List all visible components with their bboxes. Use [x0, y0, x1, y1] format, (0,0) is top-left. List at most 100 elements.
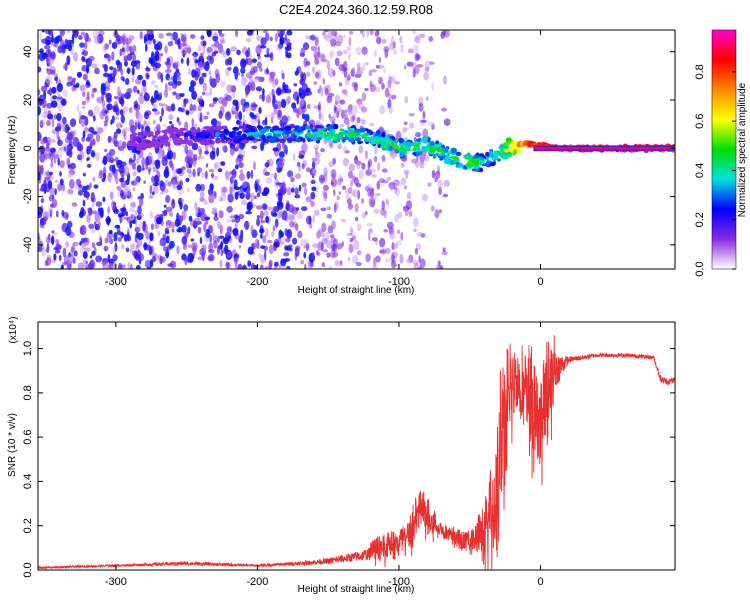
noise-cell	[392, 41, 396, 49]
noise-cell	[255, 35, 263, 41]
signal-cell	[142, 142, 148, 149]
noise-cell	[330, 181, 335, 185]
noise-cell	[307, 103, 311, 110]
noise-cell	[120, 114, 126, 124]
noise-cell	[198, 45, 202, 52]
noise-cell	[185, 177, 190, 183]
noise-cell	[238, 111, 243, 121]
noise-cell	[120, 124, 123, 128]
x-tick-label: -100	[388, 576, 410, 588]
noise-cell	[202, 82, 207, 92]
noise-cell	[197, 97, 201, 103]
noise-cell	[86, 214, 91, 223]
spectrogram-y-ticks: -40 -20 0 20 40	[22, 46, 675, 253]
noise-cell	[336, 195, 340, 201]
noise-cell	[294, 253, 298, 261]
noise-cell	[56, 94, 63, 103]
noise-cell	[389, 232, 396, 240]
noise-cell	[56, 82, 63, 93]
noise-cell	[41, 111, 48, 119]
noise-cell	[202, 40, 207, 47]
noise-cell	[160, 219, 165, 227]
noise-cell	[150, 95, 154, 106]
signal-cell	[241, 133, 247, 140]
noise-cell	[132, 171, 137, 177]
noise-cell	[136, 158, 139, 165]
noise-cell	[109, 229, 113, 235]
noise-cell	[315, 147, 318, 156]
noise-cell	[165, 206, 173, 213]
noise-cell	[323, 31, 327, 39]
noise-cell	[44, 183, 51, 193]
noise-cell	[131, 75, 134, 83]
noise-cell	[278, 156, 285, 162]
noise-cell	[113, 95, 120, 100]
noise-cell	[46, 169, 50, 180]
noise-cell	[229, 215, 235, 219]
noise-cell	[42, 211, 50, 220]
noise-cell	[241, 73, 244, 78]
noise-cell	[67, 189, 74, 195]
noise-cell	[413, 35, 421, 43]
noise-cell	[356, 223, 362, 232]
noise-cell	[131, 219, 137, 224]
noise-cell	[385, 199, 390, 206]
noise-cell	[404, 95, 409, 104]
noise-cell	[240, 58, 247, 69]
signal-cell	[412, 151, 417, 156]
noise-cell	[279, 36, 285, 45]
signal-cell	[208, 139, 213, 144]
noise-cell	[175, 168, 178, 174]
noise-cell	[438, 209, 442, 214]
noise-cell	[59, 30, 65, 37]
noise-cell	[333, 238, 338, 248]
signal-cell	[254, 133, 259, 139]
noise-cell	[183, 204, 189, 212]
signal-cell	[310, 123, 314, 130]
noise-cell	[317, 46, 320, 52]
noise-cell	[340, 109, 345, 119]
noise-cell	[199, 52, 204, 60]
noise-cell	[292, 237, 298, 245]
noise-cell	[86, 191, 89, 201]
noise-cell	[203, 115, 209, 120]
noise-cell	[176, 168, 183, 175]
noise-cell	[128, 45, 133, 53]
signal-cell	[272, 125, 280, 131]
noise-cell	[105, 217, 112, 224]
signal-cell	[432, 154, 437, 159]
noise-cell	[84, 247, 91, 252]
snr-x-label: Height of straight line (km)	[298, 584, 415, 595]
noise-cell	[368, 122, 375, 127]
signal-cell	[334, 133, 339, 140]
noise-cell	[361, 212, 366, 219]
signal-cell	[405, 141, 412, 147]
signal-cell	[232, 135, 240, 140]
snr-y-multiplier: (x10⁴)	[8, 316, 19, 343]
noise-cell	[50, 161, 53, 168]
noise-cell	[41, 30, 45, 33]
noise-cell	[259, 210, 264, 221]
noise-cell	[306, 264, 313, 269]
noise-cell	[280, 98, 287, 109]
noise-cell	[203, 200, 209, 205]
signal-cell	[322, 127, 327, 131]
noise-cell	[215, 161, 222, 170]
noise-cell	[305, 196, 312, 203]
noise-cell	[198, 156, 201, 160]
noise-cell	[145, 67, 151, 72]
y-tick-label: 0.0	[22, 562, 34, 577]
noise-cell	[188, 169, 193, 178]
noise-cell	[381, 168, 388, 173]
noise-cell	[407, 48, 414, 54]
noise-cell	[46, 68, 49, 72]
noise-cell	[208, 169, 215, 173]
noise-cell	[317, 50, 321, 58]
noise-cell	[112, 136, 117, 145]
noise-cell	[215, 79, 220, 84]
noise-cell	[53, 43, 57, 48]
noise-cell	[165, 82, 168, 92]
signal-cell	[329, 128, 334, 135]
signal-cell	[148, 142, 155, 147]
colorbar-tick-label: 0.8	[694, 64, 706, 79]
